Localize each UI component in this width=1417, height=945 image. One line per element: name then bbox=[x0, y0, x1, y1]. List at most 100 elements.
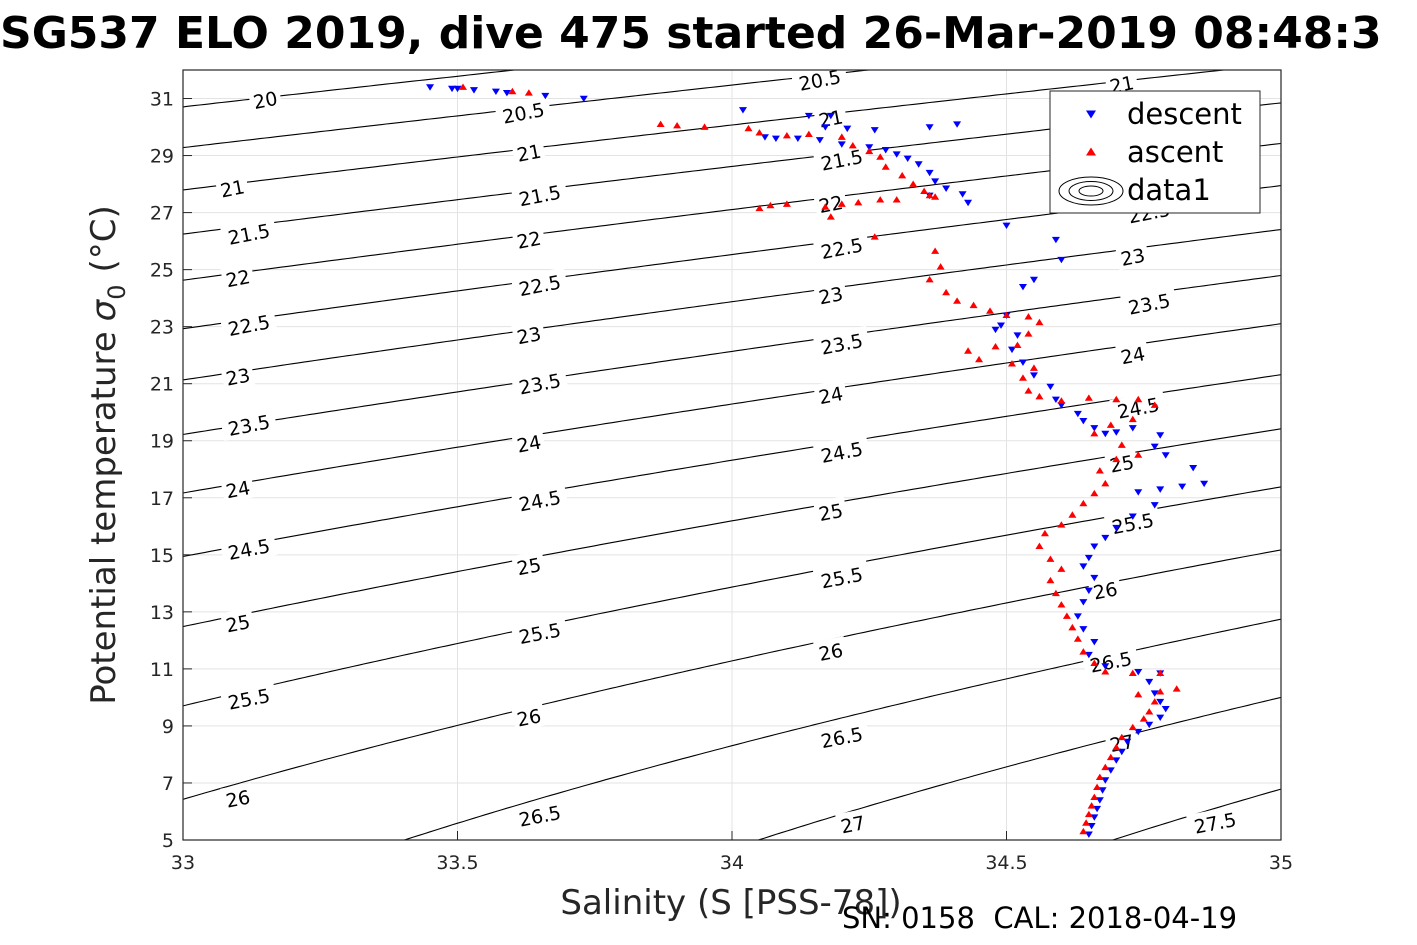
ascent-point bbox=[766, 201, 775, 209]
ascent-point bbox=[1084, 394, 1093, 401]
descent-point bbox=[1079, 563, 1088, 570]
y-tick-label: 15 bbox=[150, 545, 174, 567]
descent-point bbox=[1112, 757, 1121, 764]
ascent-point bbox=[755, 129, 764, 136]
contour-label-text: 25 bbox=[1108, 451, 1136, 477]
y-axis-label-symbol: σ bbox=[84, 298, 124, 321]
ascent-point bbox=[1087, 802, 1096, 809]
descent-point bbox=[793, 135, 802, 143]
contour-label-bg bbox=[1103, 505, 1162, 540]
contour-label-bg bbox=[511, 223, 547, 254]
descent-point bbox=[1057, 402, 1066, 409]
contour-label-bg bbox=[220, 782, 256, 813]
contour-label: 26.5 bbox=[1081, 643, 1140, 678]
x-tick-label: 33.5 bbox=[436, 852, 478, 874]
contour-label-text: 27 bbox=[839, 812, 867, 838]
contour-label-text: 22 bbox=[224, 266, 252, 292]
descent-point bbox=[997, 322, 1006, 329]
descent-point bbox=[1150, 443, 1159, 451]
contour-label-bg bbox=[510, 797, 569, 832]
ascent-point bbox=[1095, 773, 1104, 781]
ascent-point bbox=[936, 263, 945, 270]
descent-point bbox=[1117, 748, 1126, 756]
isopycnal-23 bbox=[183, 229, 1281, 381]
ascent-point bbox=[1112, 395, 1121, 403]
contour-label-bg bbox=[813, 636, 849, 666]
ascent-point bbox=[1145, 708, 1154, 715]
y-axis-label: Potential temperature σ0 (°C) bbox=[84, 205, 131, 705]
descent-point bbox=[942, 185, 951, 192]
ascent-point bbox=[1079, 827, 1088, 835]
descent-point bbox=[1161, 452, 1170, 459]
descent-point bbox=[469, 87, 478, 94]
descent-point bbox=[1073, 410, 1082, 418]
y-axis-label-text: Potential temperature bbox=[84, 331, 124, 704]
ascent-point bbox=[1090, 489, 1099, 497]
series-descent bbox=[426, 84, 1209, 838]
ascent-point bbox=[1112, 455, 1121, 463]
data-points bbox=[426, 83, 1209, 838]
contour-label: 23 bbox=[220, 360, 256, 391]
ascent-point bbox=[892, 196, 901, 203]
contour-label: 25.5 bbox=[510, 615, 569, 650]
ascent-point bbox=[1082, 819, 1091, 826]
contour-label-bg bbox=[511, 550, 547, 580]
contour-label-text: 20 bbox=[252, 88, 280, 114]
descent-point bbox=[1101, 430, 1110, 438]
y-tick-label: 23 bbox=[150, 317, 174, 339]
descent-point bbox=[491, 88, 500, 95]
isopycnal-24.5 bbox=[183, 374, 1281, 558]
ascent-point bbox=[1128, 415, 1137, 423]
contour-label: 22.5 bbox=[812, 230, 871, 265]
descent-point bbox=[760, 134, 769, 141]
contour-label-bg bbox=[1109, 389, 1167, 424]
ascent-point bbox=[1134, 395, 1143, 403]
contour-label-bg bbox=[219, 680, 278, 715]
descent-point bbox=[502, 90, 511, 97]
descent-point bbox=[453, 85, 462, 93]
contour-label: 26 bbox=[220, 782, 256, 813]
contour-label: 24 bbox=[813, 379, 849, 409]
ascent-point bbox=[876, 196, 885, 203]
descent-point bbox=[1101, 534, 1110, 542]
contour-label-text: 24 bbox=[1119, 343, 1147, 369]
contour-label-bg bbox=[494, 94, 553, 129]
descent-point bbox=[931, 178, 940, 185]
ascent-point bbox=[1095, 467, 1104, 474]
descent-point bbox=[1051, 396, 1060, 403]
ascent-point bbox=[1090, 793, 1099, 801]
contour-label-bg bbox=[510, 615, 569, 650]
isopycnal-20.5 bbox=[183, 70, 874, 149]
contour-label-text: 26 bbox=[817, 640, 845, 666]
descent-point bbox=[1090, 425, 1099, 432]
descent-point bbox=[1189, 465, 1198, 472]
descent-point bbox=[1007, 346, 1016, 354]
ascent-point bbox=[1040, 529, 1049, 537]
descent-point bbox=[1134, 489, 1143, 496]
descent-point bbox=[1029, 372, 1038, 379]
descent-point bbox=[1156, 432, 1165, 439]
contour-label-bg bbox=[813, 496, 849, 526]
ascent-point bbox=[458, 83, 467, 90]
descent-point bbox=[1084, 831, 1093, 838]
ascent-point bbox=[848, 141, 857, 149]
contour-label: 23 bbox=[813, 279, 849, 309]
ascent-point bbox=[1007, 360, 1016, 367]
contour-label: 23.5 bbox=[812, 325, 871, 360]
contour-label-bg bbox=[813, 379, 849, 409]
ascent-point bbox=[1101, 479, 1110, 487]
descent-point bbox=[1018, 283, 1027, 291]
descent-point bbox=[1090, 543, 1099, 550]
contour-label-bg bbox=[220, 473, 256, 503]
y-tick-label: 31 bbox=[150, 89, 174, 111]
descent-point bbox=[1161, 706, 1170, 713]
contour-label-text: 24 bbox=[515, 431, 543, 457]
descent-point bbox=[1106, 767, 1115, 774]
descent-point bbox=[426, 84, 435, 91]
ascent-point bbox=[925, 276, 934, 283]
descent-point bbox=[1084, 651, 1093, 659]
descent-point bbox=[826, 112, 835, 120]
ascent-point bbox=[876, 153, 885, 160]
ascent-point bbox=[991, 343, 1000, 350]
